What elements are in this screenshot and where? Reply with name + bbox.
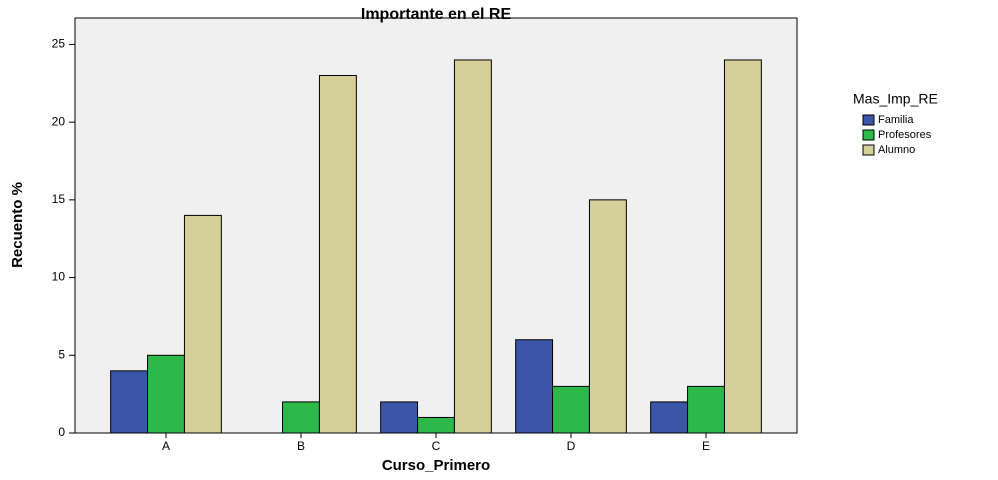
bar <box>453 59 492 434</box>
bar <box>183 214 222 434</box>
x-tick-label: D <box>567 439 576 453</box>
legend-swatch <box>862 129 875 141</box>
bar <box>650 401 689 434</box>
y-tick-label: 5 <box>58 347 65 361</box>
x-axis-label: Curso_Primero <box>382 457 490 474</box>
bar <box>147 354 185 434</box>
bar <box>380 401 419 434</box>
x-tick-label: A <box>162 439 170 453</box>
chart-title: Importante en el RE <box>361 6 512 23</box>
y-tick-label: 10 <box>52 270 66 284</box>
legend-swatch <box>862 144 875 156</box>
bar <box>318 75 357 434</box>
x-tick-label: E <box>702 439 710 453</box>
y-tick-label: 20 <box>52 114 66 128</box>
legend-label: Familia <box>878 114 914 126</box>
bar <box>588 199 627 434</box>
y-tick-label: 15 <box>52 192 66 206</box>
legend-label: Alumno <box>878 144 915 156</box>
bar <box>417 416 455 434</box>
bar <box>723 59 762 434</box>
legend-label: Profesores <box>878 129 932 141</box>
x-tick-label: C <box>432 439 441 453</box>
y-axis-label: Recuento % <box>9 182 26 268</box>
y-tick-label: 0 <box>58 425 65 439</box>
legend-title: Mas_Imp_RE <box>853 91 938 107</box>
x-tick-label: B <box>297 439 305 453</box>
bar <box>110 370 149 434</box>
y-tick-label: 25 <box>52 37 66 51</box>
legend-swatch <box>862 114 875 126</box>
bar <box>687 385 725 434</box>
bar <box>515 339 554 434</box>
bar <box>552 385 590 434</box>
bar <box>282 401 320 434</box>
